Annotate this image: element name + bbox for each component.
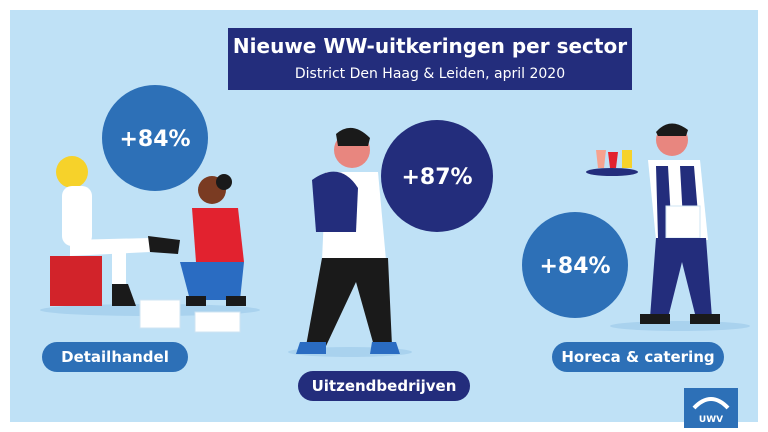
logo-box — [684, 388, 738, 428]
title-box — [228, 28, 632, 90]
sector-pill — [42, 342, 188, 372]
sector-pill — [298, 371, 470, 401]
change-bubble — [381, 120, 493, 232]
change-value: +84% — [119, 127, 190, 152]
sector-name: Uitzendbedrijven — [312, 377, 457, 395]
subtitle: District Den Haag & Leiden, april 2020 — [295, 66, 565, 82]
change-bubble — [522, 212, 628, 318]
sector-pill — [552, 342, 724, 372]
retail-illustration — [40, 156, 260, 333]
logo-text: UWV — [699, 415, 723, 425]
change-value: +87% — [401, 165, 472, 190]
waiter-illustration — [586, 123, 750, 331]
logo-mark — [692, 397, 730, 410]
sector-name: Detailhandel — [61, 348, 169, 366]
change-value: +84% — [539, 254, 610, 279]
sector-name: Horeca & catering — [561, 348, 714, 366]
change-bubble — [102, 85, 208, 191]
title: Nieuwe WW-uitkeringen per sector — [233, 34, 627, 58]
walker-illustration — [288, 127, 412, 357]
